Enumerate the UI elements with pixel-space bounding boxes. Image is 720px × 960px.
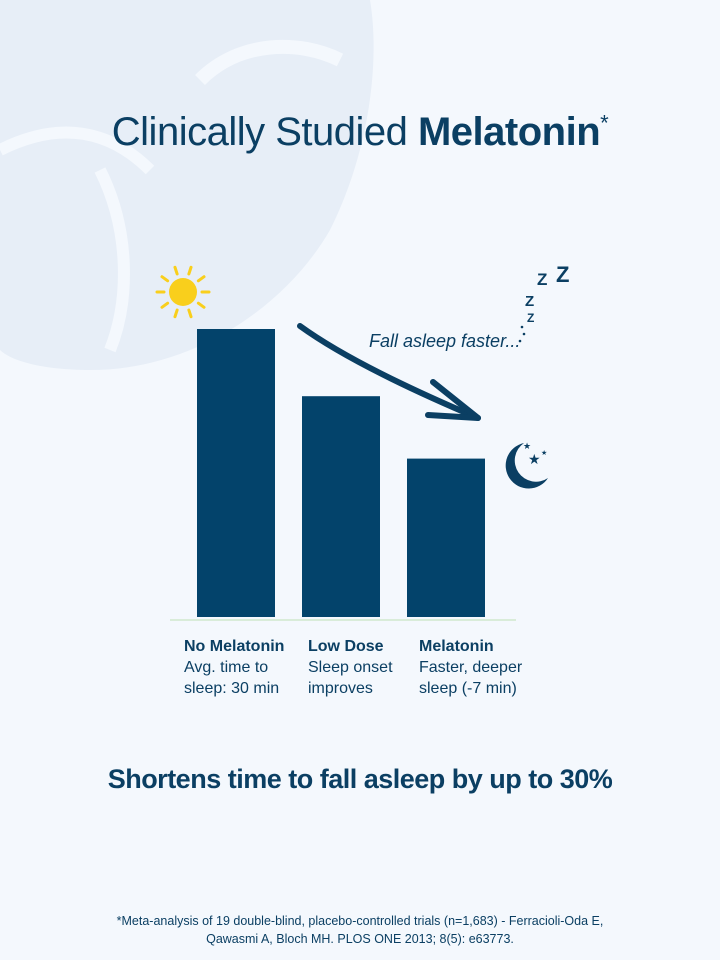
zzz-icon: Z	[537, 270, 547, 289]
arrow-head	[425, 379, 481, 421]
dot	[522, 332, 526, 336]
dot	[518, 339, 522, 343]
tagline: Shortens time to fall asleep by up to 30…	[107, 764, 613, 794]
category-label-2: Melatonin Faster, deeper sleep (-7 min)	[419, 638, 523, 697]
annotation-text: Fall asleep faster...	[369, 331, 521, 351]
bar-0	[197, 329, 275, 617]
footnote: *Meta-analysis of 19 double-blind, place…	[116, 914, 604, 946]
moon-stars-icon	[505, 443, 548, 489]
zzz-icon: Z	[527, 311, 534, 325]
zzz-icon: Z	[525, 293, 534, 310]
star: ★	[528, 451, 541, 467]
curved-arrow-icon	[297, 323, 481, 421]
bar-2	[407, 458, 485, 617]
zzz-icon: Z	[556, 262, 569, 287]
dot	[520, 325, 524, 329]
star: ★	[523, 441, 531, 451]
category-label-1: Low Dose Sleep onset improves	[308, 638, 393, 697]
sun-icon	[155, 265, 211, 319]
bar-1	[302, 396, 380, 617]
star: ★	[541, 449, 547, 457]
category-label-0: No Melatonin Avg. time to sleep: 30 min	[184, 638, 285, 697]
page-title: Clinically Studied Melatonin*	[111, 110, 609, 154]
